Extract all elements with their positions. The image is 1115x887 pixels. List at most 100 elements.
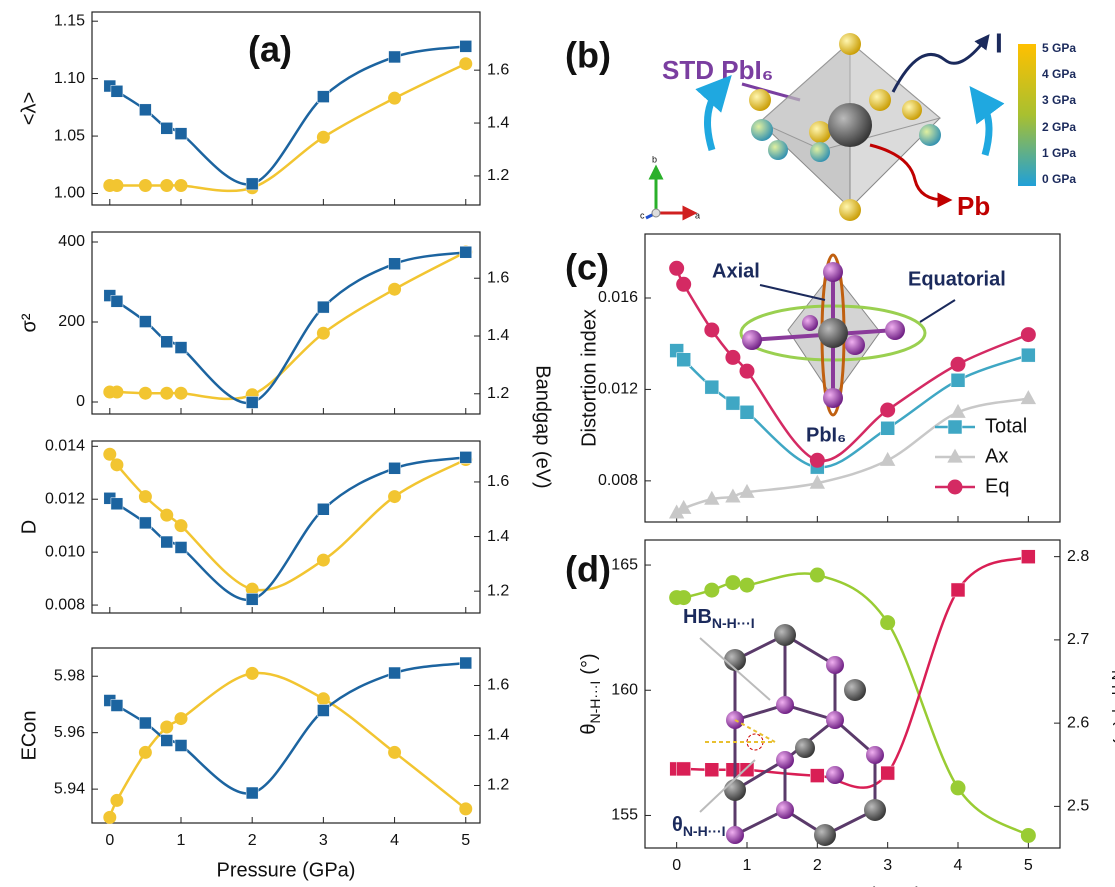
- y2-tick-label: 1.4: [487, 114, 509, 131]
- marker-square: [111, 498, 123, 510]
- figure: 1.001.051.101.151.21.41.6<λ>02004001.21.…: [0, 0, 1115, 887]
- axis-label: θN-H···I(°): [578, 653, 602, 734]
- marker-circle: [139, 179, 152, 192]
- lattice-bonds: [735, 635, 875, 835]
- marker-circle: [110, 386, 123, 399]
- marker-circle: [174, 179, 187, 192]
- colorbar-label: 3 GPa: [1042, 93, 1076, 107]
- panel-title: STD PbI₆: [662, 55, 773, 85]
- axis-glyph-label: b: [652, 154, 657, 164]
- marker-circle: [110, 458, 123, 471]
- marker-circle: [459, 802, 472, 815]
- marker-square: [246, 593, 258, 605]
- marker-square: [317, 301, 329, 313]
- y-tick-label: 1.15: [54, 12, 85, 29]
- marker-circle: [110, 179, 123, 192]
- arrow-label: Pb: [957, 191, 990, 221]
- plot-frame: [92, 648, 480, 823]
- y-tick-label: 1.05: [54, 127, 85, 144]
- marker-circle: [246, 667, 259, 680]
- y-tick-label: 0.014: [45, 438, 85, 455]
- y2-tick-label: 1.4: [487, 727, 509, 744]
- colorbar-label: 0 GPa: [1042, 172, 1076, 186]
- legend-marker: [947, 449, 962, 463]
- marker-square: [460, 657, 472, 669]
- x-tick-label: 3: [883, 857, 892, 874]
- y-tick-label: 400: [58, 233, 85, 250]
- series-line: [110, 457, 466, 600]
- annotation: PbI₆: [806, 424, 846, 446]
- y-tick-label: 0.016: [598, 289, 638, 306]
- marker-circle: [676, 590, 691, 605]
- marker-circle: [1021, 828, 1036, 843]
- y2-tick-label: 1.2: [487, 777, 509, 794]
- series-line: [677, 557, 1029, 788]
- marker-square: [881, 766, 895, 780]
- y2-tick-label: 1.2: [487, 167, 509, 184]
- panel-label: (c): [565, 247, 609, 288]
- axis-label: ECon: [18, 710, 40, 760]
- y-tick-label: 0.012: [598, 381, 638, 398]
- legend-marker: [948, 420, 962, 434]
- panel-label: (b): [565, 35, 611, 76]
- y-tick-label: 5.96: [54, 724, 85, 741]
- y2-tick-label: 1.6: [487, 61, 509, 78]
- annotation: Equatorial: [908, 268, 1006, 290]
- y-tick-label: 200: [58, 313, 85, 330]
- x-tick-label: 2: [248, 832, 257, 849]
- marker-square: [111, 700, 123, 712]
- y-tick-label: 160: [611, 681, 638, 698]
- y2-tick-label: 1.6: [487, 269, 509, 286]
- marker-circle: [739, 578, 754, 593]
- marker-circle: [388, 92, 401, 105]
- marker-circle: [388, 746, 401, 759]
- arrow-label: I: [995, 27, 1003, 58]
- x-tick-label: 1: [177, 832, 186, 849]
- lead-sphere: [828, 103, 872, 147]
- marker-circle: [160, 387, 173, 400]
- x-tick-label: 3: [319, 832, 328, 849]
- axis-glyph-label: c: [640, 210, 645, 220]
- marker-square: [317, 503, 329, 515]
- marker-square: [161, 336, 173, 348]
- marker-square: [1021, 348, 1035, 362]
- marker-square: [139, 104, 151, 116]
- marker-square: [460, 451, 472, 463]
- axis-label: Bandgap (eV): [532, 365, 554, 488]
- marker-circle: [810, 568, 825, 583]
- marker-square: [111, 295, 123, 307]
- y2-tick-label: 2.6: [1067, 714, 1089, 731]
- marker-square: [881, 421, 895, 435]
- y-tick-label: 0.010: [45, 543, 85, 560]
- marker-circle: [388, 490, 401, 503]
- marker-circle: [739, 364, 754, 379]
- label-sub: N-H···I: [1109, 670, 1115, 713]
- marker-square: [677, 762, 691, 776]
- marker-circle: [810, 453, 825, 468]
- marker-square: [705, 380, 719, 394]
- marker-circle: [388, 283, 401, 296]
- y-tick-label: 165: [611, 556, 638, 573]
- marker-square: [161, 536, 173, 548]
- y2-tick-label: 2.8: [1067, 548, 1089, 565]
- marker-square: [677, 353, 691, 367]
- marker-square: [389, 462, 401, 474]
- marker-square: [951, 373, 965, 387]
- y2-tick-label: 2.5: [1067, 798, 1089, 815]
- marker-square: [460, 40, 472, 52]
- arrow: [893, 40, 985, 92]
- y2-tick-label: 1.6: [487, 473, 509, 490]
- marker-circle: [139, 490, 152, 503]
- marker-circle: [317, 692, 330, 705]
- inset-c: (c) Axial Equatorial PbI₆: [565, 247, 1006, 447]
- marker-square: [705, 763, 719, 777]
- panel-label: (a): [248, 29, 292, 70]
- y2-tick-label: 1.2: [487, 385, 509, 402]
- legend-label: Eq: [985, 475, 1009, 497]
- marker-circle: [951, 780, 966, 795]
- series-line: [110, 252, 466, 399]
- marker-circle: [174, 519, 187, 532]
- legend-label: Ax: [985, 445, 1008, 467]
- marker-square: [139, 316, 151, 328]
- x-tick-label: 0: [672, 857, 681, 874]
